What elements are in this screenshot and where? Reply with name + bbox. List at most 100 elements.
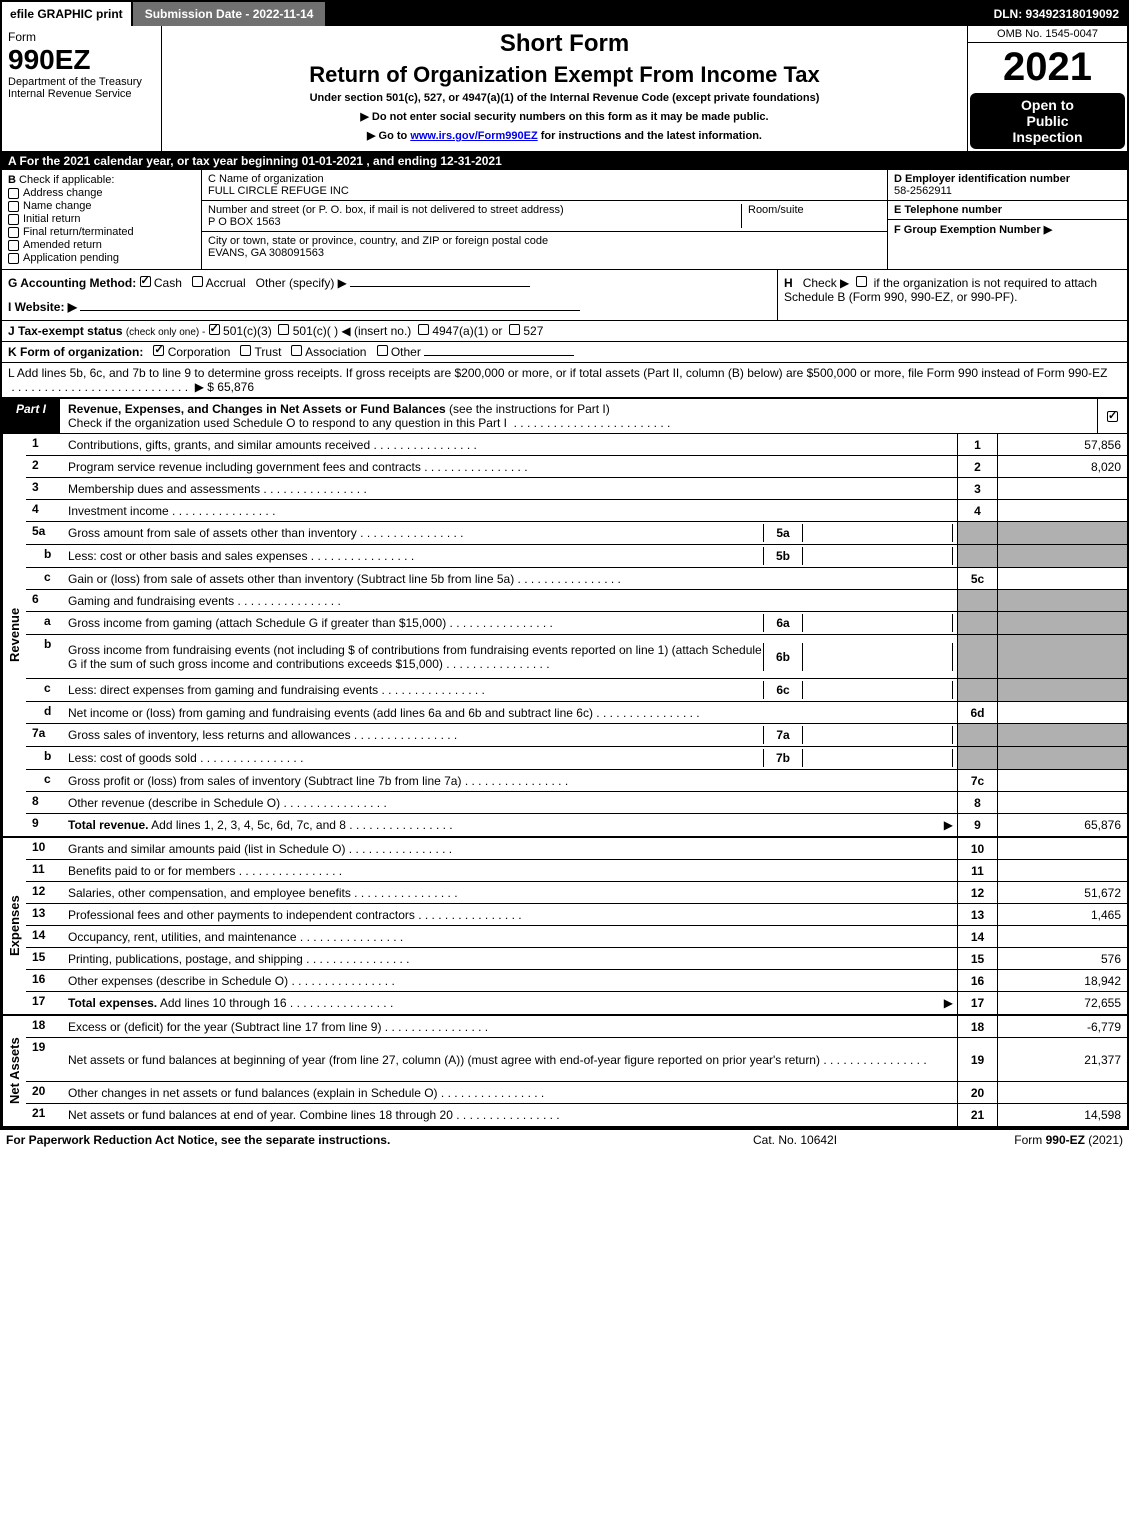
return-title: Return of Organization Exempt From Incom… xyxy=(172,62,957,88)
row-val xyxy=(997,792,1127,813)
room-suite-label: Room/suite xyxy=(748,204,881,216)
table-row: 8Other revenue (describe in Schedule O) … xyxy=(26,792,1127,814)
row-desc: Gross profit or (loss) from sales of inv… xyxy=(64,770,957,791)
row-val: 576 xyxy=(997,948,1127,969)
row-num-right xyxy=(957,522,997,544)
table-row: 7aGross sales of inventory, less returns… xyxy=(26,724,1127,747)
row-j: J Tax-exempt status (check only one) - 5… xyxy=(2,321,1127,342)
chk-501c[interactable] xyxy=(278,324,289,335)
table-row: bLess: cost of goods sold . . . . . . . … xyxy=(26,747,1127,770)
row-num: b xyxy=(26,747,64,769)
row-num: 10 xyxy=(26,838,64,859)
row-val: 65,876 xyxy=(997,814,1127,836)
chk-trust[interactable] xyxy=(240,345,251,356)
chk-amended-return[interactable] xyxy=(8,240,19,251)
chk-527[interactable] xyxy=(509,324,520,335)
row-desc: Other expenses (describe in Schedule O) … xyxy=(64,970,957,991)
row-num-right: 18 xyxy=(957,1016,997,1037)
row-desc: Net assets or fund balances at beginning… xyxy=(64,1038,957,1081)
chk-assoc[interactable] xyxy=(291,345,302,356)
chk-name-change[interactable] xyxy=(8,201,19,212)
row-num: d xyxy=(26,702,64,723)
row-num-right: 12 xyxy=(957,882,997,903)
room-suite-box: Room/suite xyxy=(741,204,881,228)
row-num-right xyxy=(957,545,997,567)
l-amount: $ 65,876 xyxy=(207,380,254,394)
row-val xyxy=(997,747,1127,769)
row-num-right: 19 xyxy=(957,1038,997,1081)
inline-val xyxy=(803,547,953,565)
row-val xyxy=(997,724,1127,746)
chk-initial-return[interactable] xyxy=(8,214,19,225)
irs-link[interactable]: www.irs.gov/Form990EZ xyxy=(410,130,537,142)
chk-other-org[interactable] xyxy=(377,345,388,356)
row-num-right: 2 xyxy=(957,456,997,477)
row-desc: Professional fees and other payments to … xyxy=(64,904,957,925)
inline-val xyxy=(803,681,953,699)
inline-val xyxy=(803,726,953,744)
row-num-right xyxy=(957,612,997,634)
row-num: 14 xyxy=(26,926,64,947)
row-val: 1,465 xyxy=(997,904,1127,925)
city-label: City or town, state or province, country… xyxy=(208,235,881,247)
chk-accrual[interactable] xyxy=(192,276,203,287)
row-num: 1 xyxy=(26,434,64,455)
section-b-row: B Check if applicable: Address change Na… xyxy=(2,170,1127,270)
inline-num: 7b xyxy=(763,749,803,767)
table-row: 12Salaries, other compensation, and empl… xyxy=(26,882,1127,904)
irs-label: Internal Revenue Service xyxy=(8,88,155,100)
row-val xyxy=(997,612,1127,634)
row-desc: Salaries, other compensation, and employ… xyxy=(64,882,957,903)
label-accrual: Accrual xyxy=(206,276,246,290)
table-row: 4Investment income . . . . . . . . . . .… xyxy=(26,500,1127,522)
row-num: 15 xyxy=(26,948,64,969)
row-num-right: 13 xyxy=(957,904,997,925)
row-num: 20 xyxy=(26,1082,64,1103)
row-num-right: 1 xyxy=(957,434,997,455)
row-num: 2 xyxy=(26,456,64,477)
chk-address-change[interactable] xyxy=(8,188,19,199)
expenses-section: Expenses 10Grants and similar amounts pa… xyxy=(2,838,1127,1016)
inline-num: 6a xyxy=(763,614,803,632)
row-num-right: 16 xyxy=(957,970,997,991)
table-row: cGross profit or (loss) from sales of in… xyxy=(26,770,1127,792)
chk-h[interactable] xyxy=(856,276,867,287)
efile-print-button[interactable]: efile GRAPHIC print xyxy=(2,2,131,26)
row-desc: Investment income . . . . . . . . . . . … xyxy=(64,500,957,521)
row-desc: Excess or (deficit) for the year (Subtra… xyxy=(64,1016,957,1037)
expenses-vert-label: Expenses xyxy=(2,838,26,1014)
inline-num: 6c xyxy=(763,681,803,699)
row-l: L Add lines 5b, 6c, and 7b to line 9 to … xyxy=(2,363,1127,399)
footer-left: For Paperwork Reduction Act Notice, see … xyxy=(6,1133,753,1147)
chk-app-pending[interactable] xyxy=(8,253,19,264)
open-line1: Open to xyxy=(974,97,1121,113)
row-num: 16 xyxy=(26,970,64,991)
label-501c: 501(c)( ) ◀ (insert no.) xyxy=(293,324,412,338)
inline-val xyxy=(803,643,953,671)
expenses-rows: 10Grants and similar amounts paid (list … xyxy=(26,838,1127,1014)
chk-4947[interactable] xyxy=(418,324,429,335)
row-desc: Less: cost of goods sold . . . . . . . .… xyxy=(64,747,957,769)
row-num: 11 xyxy=(26,860,64,881)
table-row: 16Other expenses (describe in Schedule O… xyxy=(26,970,1127,992)
part1-label: Part I xyxy=(2,399,60,433)
header-center: Short Form Return of Organization Exempt… xyxy=(162,26,967,151)
h-label: H xyxy=(784,276,793,290)
row-desc: Contributions, gifts, grants, and simila… xyxy=(64,434,957,455)
chk-501c3[interactable] xyxy=(209,324,220,335)
section-b-left: B Check if applicable: Address change Na… xyxy=(2,170,202,269)
row-num: 3 xyxy=(26,478,64,499)
row-num-right xyxy=(957,590,997,611)
chk-final-return[interactable] xyxy=(8,227,19,238)
chk-cash[interactable] xyxy=(140,276,151,287)
chk-corp[interactable] xyxy=(153,345,164,356)
chk-part1-schedule-o[interactable] xyxy=(1107,411,1118,422)
d-label: D Employer identification number xyxy=(894,173,1070,185)
i-label: I Website: ▶ xyxy=(8,300,77,314)
row-num: 13 xyxy=(26,904,64,925)
row-num: 19 xyxy=(26,1038,64,1081)
part1-title: Revenue, Expenses, and Changes in Net As… xyxy=(60,399,1097,433)
open-public-inspection: Open to Public Inspection xyxy=(970,93,1125,149)
netassets-rows: 18Excess or (deficit) for the year (Subt… xyxy=(26,1016,1127,1126)
footer-right-bold: 990-EZ xyxy=(1046,1133,1085,1147)
